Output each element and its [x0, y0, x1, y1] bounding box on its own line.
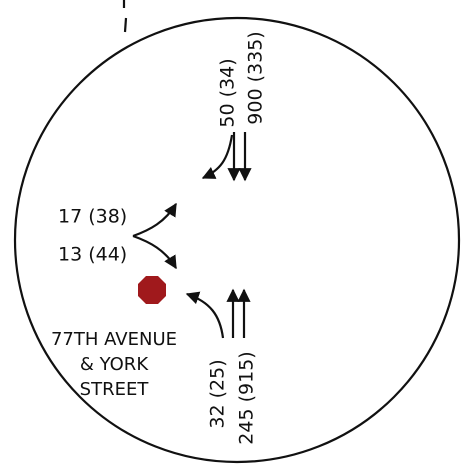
- stop-sign: [138, 276, 166, 304]
- volume-label: 13 (44): [58, 244, 127, 266]
- turn-arrow: [201, 134, 234, 179]
- intersection-name: & YORK: [80, 354, 149, 375]
- turn-arrow: [132, 202, 177, 238]
- turn-arrow: [185, 291, 225, 339]
- leader-line: [122, 0, 128, 33]
- intersection-name: 77TH AVENUE: [51, 329, 177, 350]
- volume-label: 17 (38): [58, 206, 127, 228]
- turn-arrow: [132, 234, 177, 270]
- volume-label: 32 (25): [207, 359, 229, 428]
- volume-label: 245 (915): [236, 351, 258, 444]
- callout-circle: [13, 16, 461, 464]
- volume-label: 50 (34): [217, 58, 239, 127]
- volume-label: 900 (335): [245, 31, 267, 124]
- intersection-name: STREET: [80, 379, 150, 400]
